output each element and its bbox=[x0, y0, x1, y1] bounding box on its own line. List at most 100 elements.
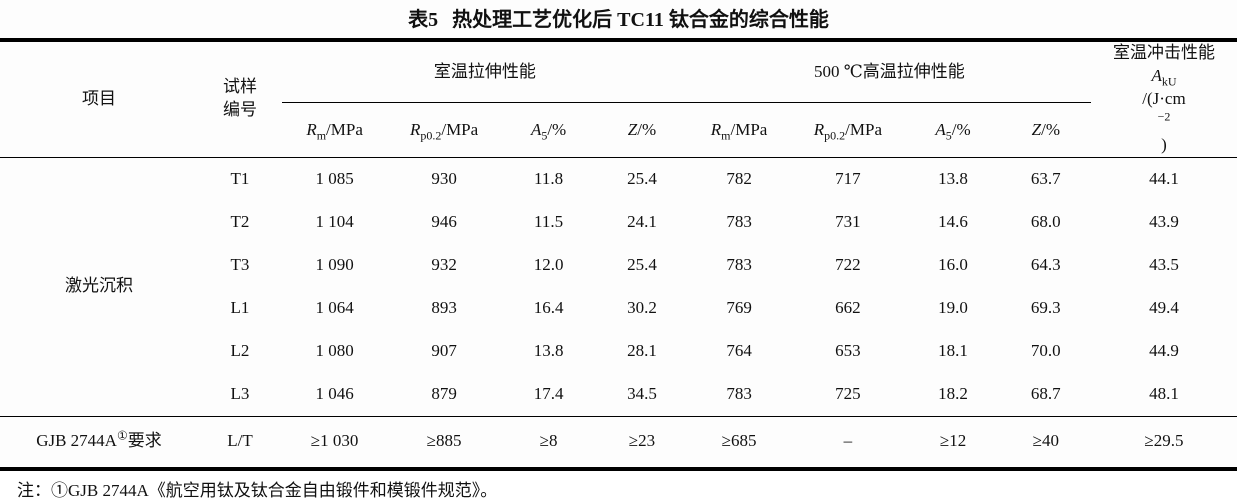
value-cell: 722 bbox=[835, 254, 861, 274]
col-header-item: 项目 bbox=[0, 40, 198, 158]
impact-header-formula: AkU/(J·cm −2) bbox=[1142, 65, 1186, 154]
value-cell: 946 bbox=[431, 211, 457, 231]
value-cell: 1 064 bbox=[315, 297, 354, 317]
value-cell: 17.4 bbox=[533, 383, 564, 403]
value-cell: 782 bbox=[726, 168, 752, 188]
value-cell: 13.8 bbox=[938, 168, 968, 188]
value-cell: ≥885 bbox=[387, 415, 501, 469]
value-cell: ≥8 bbox=[500, 415, 597, 469]
value-cell: 1 080 bbox=[315, 340, 354, 360]
value-cell: 11.8 bbox=[534, 168, 564, 188]
value-cell: 783 bbox=[726, 383, 752, 403]
data-row-L3: L3 1 046 879 17.4 34.5 783 725 18.2 68.7 48.1 bbox=[0, 373, 1237, 417]
col-header-impact: 室温冲击性能 AkU/(J·cm −2) bbox=[1090, 40, 1237, 158]
value-cell: 69.3 bbox=[1030, 297, 1061, 317]
data-row-L2: L2 1 080 907 13.8 28.1 764 653 18.1 70.0 44.9 bbox=[0, 330, 1237, 373]
value-cell: 16.4 bbox=[533, 297, 564, 317]
sample-id-cell: T1 bbox=[230, 168, 250, 188]
value-cell: ≥29.5 bbox=[1090, 415, 1237, 469]
sample-id-cell: T2 bbox=[230, 211, 250, 231]
value-cell: 783 bbox=[726, 211, 752, 231]
value-cell: 64.3 bbox=[1030, 254, 1061, 274]
col-header-rt-a5: A5/% bbox=[500, 102, 597, 158]
value-cell: 769 bbox=[726, 297, 752, 317]
value-cell: 725 bbox=[835, 383, 861, 403]
value-cell: 764 bbox=[726, 340, 752, 360]
col-header-ht-rm: Rm/MPa bbox=[687, 102, 791, 158]
value-cell: 16.0 bbox=[938, 254, 968, 274]
value-cell: 44.1 bbox=[1149, 168, 1179, 188]
col-header-ht-a5: A5/% bbox=[905, 102, 1001, 158]
sample-id-cell: L1 bbox=[230, 297, 250, 317]
value-cell: 717 bbox=[835, 168, 861, 188]
value-cell: 28.1 bbox=[627, 340, 657, 360]
value-cell: 783 bbox=[726, 254, 752, 274]
col-header-sample-id: 试样 编号 bbox=[197, 40, 283, 158]
value-cell: 25.4 bbox=[627, 168, 657, 188]
col-header-ht-z: Z/% bbox=[1000, 102, 1091, 158]
value-cell: 14.6 bbox=[938, 211, 968, 231]
value-cell: 1 085 bbox=[315, 168, 354, 188]
sample-id-cell: L2 bbox=[230, 340, 250, 360]
value-cell: 30.2 bbox=[627, 297, 657, 317]
value-cell: 63.7 bbox=[1030, 168, 1061, 188]
value-cell: 1 104 bbox=[315, 211, 354, 231]
value-cell: 907 bbox=[431, 340, 457, 360]
sample-id-cell: L/T bbox=[197, 415, 283, 469]
value-cell: ≥1 030 bbox=[282, 415, 388, 469]
col-header-ht-rp02: Rp0.2/MPa bbox=[790, 102, 906, 158]
value-cell: 879 bbox=[431, 383, 457, 403]
value-cell: 19.0 bbox=[938, 297, 968, 317]
data-row-L1: L1 1 064 893 16.4 30.2 769 662 19.0 69.3 49.4 bbox=[0, 287, 1237, 330]
value-cell: 932 bbox=[431, 254, 457, 274]
value-cell: 44.9 bbox=[1149, 340, 1179, 360]
value-cell: – bbox=[790, 415, 906, 469]
value-cell: ≥12 bbox=[905, 415, 1001, 469]
requirements-row: GJB 2744A①要求 L/T ≥1 030 ≥885 ≥8 ≥23 ≥685– ≥12 ≥4… bbox=[0, 415, 1237, 469]
value-cell: 1 090 bbox=[315, 254, 354, 274]
header-row-groups: 项目 试样 编号 室温拉伸性能 500 ℃高温拉伸性能 室温冲击性能 AkU/(… bbox=[0, 40, 1237, 158]
header-row-subcolumns: Rm/MPa Rp0.2/MPa A5/% Z/% Rm/MPa Rp0.2/M… bbox=[0, 102, 1237, 158]
value-cell: 43.9 bbox=[1149, 211, 1179, 231]
value-cell: 68.7 bbox=[1030, 383, 1061, 403]
value-cell: ≥40 bbox=[1000, 415, 1091, 469]
table-title: 表5 热处理工艺优化后 TC11 钛合金的综合性能 bbox=[0, 0, 1237, 33]
value-cell: 24.1 bbox=[627, 211, 657, 231]
col-header-rt-z: Z/% bbox=[596, 102, 688, 158]
footnote: 注：①GJB 2744A《航空用钛及钛合金自由锻件和模锻件规范》。 bbox=[17, 480, 498, 500]
value-cell: 34.5 bbox=[627, 383, 657, 403]
value-cell: 731 bbox=[835, 211, 861, 231]
impact-header-label: 室温冲击性能 bbox=[1112, 43, 1215, 62]
data-row-T1: 激光沉积 T1 1 085 930 11.8 25.4 782 717 13.8 63.7 44.1 bbox=[0, 157, 1237, 296]
sample-id-cell: T3 bbox=[230, 254, 250, 274]
requirements-label: GJB 2744A①要求 bbox=[0, 415, 198, 469]
value-cell: 68.0 bbox=[1030, 211, 1061, 231]
value-cell: 662 bbox=[835, 297, 861, 317]
table-body: 激光沉积 T1 1 085 930 11.8 25.4 782 717 13.8 63.7 44.1… bbox=[0, 157, 1237, 469]
table-title-text: 热处理工艺优化后 TC11 钛合金的综合性能 bbox=[452, 9, 829, 31]
col-header-rt-rm: Rm/MPa bbox=[282, 102, 388, 158]
data-row-T2: T2 1 104 946 11.5 24.1 783 731 14.6 68.0 43.9 bbox=[0, 201, 1237, 244]
value-cell: 930 bbox=[431, 168, 457, 188]
value-cell: 12.0 bbox=[533, 254, 564, 274]
col-header-rt-rp02: Rp0.2/MPa bbox=[387, 102, 501, 158]
col-header-sample-line2: 编号 bbox=[222, 100, 257, 120]
value-cell: ≥685 bbox=[687, 415, 791, 469]
value-cell: 49.4 bbox=[1149, 297, 1179, 317]
value-cell: 13.8 bbox=[533, 340, 564, 360]
data-row-T3: T3 1 090 932 12.0 25.4 783 722 16.0 64.3 43.5 bbox=[0, 244, 1237, 287]
col-header-sample-line1: 试样 bbox=[222, 77, 257, 97]
value-cell: 48.1 bbox=[1149, 383, 1179, 403]
group-header-room-temp-tensile: 室温拉伸性能 bbox=[282, 40, 688, 104]
value-cell: 11.5 bbox=[534, 211, 564, 231]
sample-id-cell: L3 bbox=[230, 383, 250, 403]
value-cell: 1 046 bbox=[315, 383, 354, 403]
properties-table: 项目 试样 编号 室温拉伸性能 500 ℃高温拉伸性能 室温冲击性能 AkU/(… bbox=[0, 38, 1237, 471]
value-cell: 43.5 bbox=[1149, 254, 1179, 274]
value-cell: 893 bbox=[431, 297, 457, 317]
table-header: 项目 试样 编号 室温拉伸性能 500 ℃高温拉伸性能 室温冲击性能 AkU/(… bbox=[0, 40, 1237, 158]
value-cell: 653 bbox=[835, 340, 861, 360]
value-cell: ≥23 bbox=[596, 415, 688, 469]
value-cell: 70.0 bbox=[1030, 340, 1061, 360]
